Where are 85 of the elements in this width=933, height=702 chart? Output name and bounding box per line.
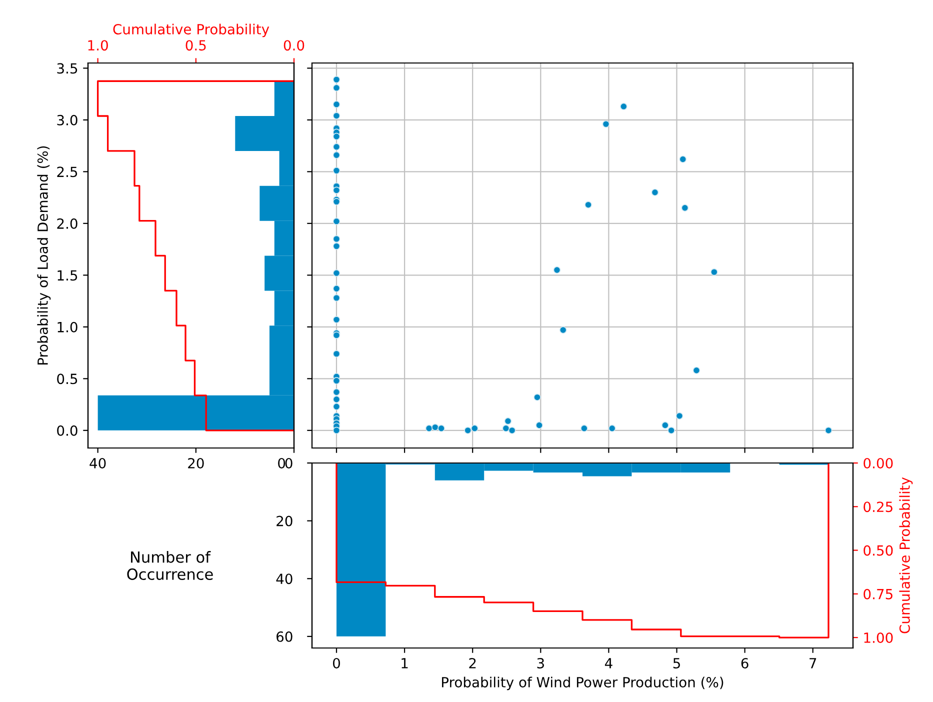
- point: [332, 76, 340, 84]
- y2-tick-label: 0.25: [864, 502, 892, 512]
- y-tick-label: 20: [276, 516, 292, 526]
- y-tick-label: 40: [276, 574, 292, 584]
- y-tick-label: 3.0: [57, 114, 78, 126]
- point: [431, 424, 439, 431]
- point: [470, 424, 478, 432]
- point: [332, 132, 340, 140]
- y2-tick-label: 0.50: [864, 545, 893, 556]
- x2-tick-label: 1.0: [88, 40, 108, 51]
- x2-tick-label: 0.0: [284, 40, 304, 51]
- point: [332, 316, 340, 324]
- point: [332, 186, 340, 194]
- point: [332, 388, 340, 396]
- y-tick-label: 2.5: [57, 166, 78, 178]
- point: [662, 422, 669, 429]
- x-tick-label: 7: [810, 658, 816, 668]
- y-tick-label: 0.0: [57, 425, 78, 436]
- point: [651, 188, 659, 196]
- point: [668, 426, 675, 434]
- x-tick-label: 3: [537, 658, 544, 668]
- point: [620, 102, 628, 110]
- point: [332, 166, 340, 174]
- point: [559, 326, 567, 334]
- point: [502, 424, 510, 432]
- point: [710, 268, 718, 276]
- point: [332, 284, 340, 292]
- x-tick-label: 40: [90, 458, 106, 468]
- y2-tick-label: 1.00: [864, 632, 893, 644]
- point: [504, 417, 512, 425]
- y2-tick-label: 0.75: [864, 588, 892, 600]
- point: [584, 201, 592, 208]
- x-axis-title: Probability of Wind Power Production (%): [442, 676, 724, 690]
- point: [332, 402, 340, 410]
- x-tick-label: 5: [673, 658, 680, 668]
- x-tick-label: 20: [188, 458, 204, 468]
- y-tick-label: 2.0: [57, 218, 78, 229]
- x2-axis-title: Cumulative Probability: [113, 24, 270, 38]
- point: [332, 269, 340, 277]
- line-series: [336, 463, 830, 638]
- y-tick-label: 60: [276, 631, 292, 642]
- point: [332, 143, 340, 151]
- point: [332, 112, 340, 120]
- point: [679, 156, 687, 163]
- point: [332, 100, 340, 108]
- point: [332, 242, 340, 250]
- point: [332, 396, 340, 404]
- point: [681, 204, 689, 212]
- point: [508, 426, 516, 434]
- y2-tick-label: 0.00: [864, 458, 893, 468]
- point: [608, 424, 616, 432]
- point: [332, 294, 340, 302]
- point: [602, 120, 610, 128]
- text: Number of Occurrence: [127, 551, 213, 580]
- point: [536, 422, 543, 429]
- point: [332, 332, 340, 339]
- point: [425, 424, 433, 432]
- point: [676, 412, 684, 420]
- x-tick-label: 2: [469, 658, 476, 668]
- point: [824, 426, 832, 434]
- point: [332, 235, 340, 243]
- point: [534, 394, 541, 401]
- x-tick-label: 4: [604, 658, 612, 668]
- y-tick-label: 1.5: [58, 270, 78, 281]
- point: [332, 84, 340, 92]
- y-tick-label: 3.5: [57, 63, 78, 74]
- point: [438, 424, 445, 432]
- x-tick-label: 0: [332, 658, 340, 668]
- point: [332, 426, 340, 434]
- point: [464, 426, 472, 434]
- point: [332, 377, 340, 384]
- point: [332, 350, 340, 358]
- point: [553, 266, 561, 274]
- x-tick-label: 6: [741, 658, 748, 668]
- y2-axis-title: Cumulative Probability: [899, 477, 913, 634]
- x2-tick-label: 0.5: [186, 40, 206, 51]
- point: [580, 424, 588, 432]
- point: [332, 218, 340, 226]
- y-tick-label: 1.0: [58, 322, 78, 332]
- y-axis-title: Probability of Load Demand (%): [37, 146, 51, 364]
- point: [332, 151, 340, 159]
- point: [332, 198, 340, 206]
- point: [692, 366, 700, 374]
- y-tick-label: 0.5: [57, 374, 78, 384]
- x-tick-label: 1: [402, 658, 408, 668]
